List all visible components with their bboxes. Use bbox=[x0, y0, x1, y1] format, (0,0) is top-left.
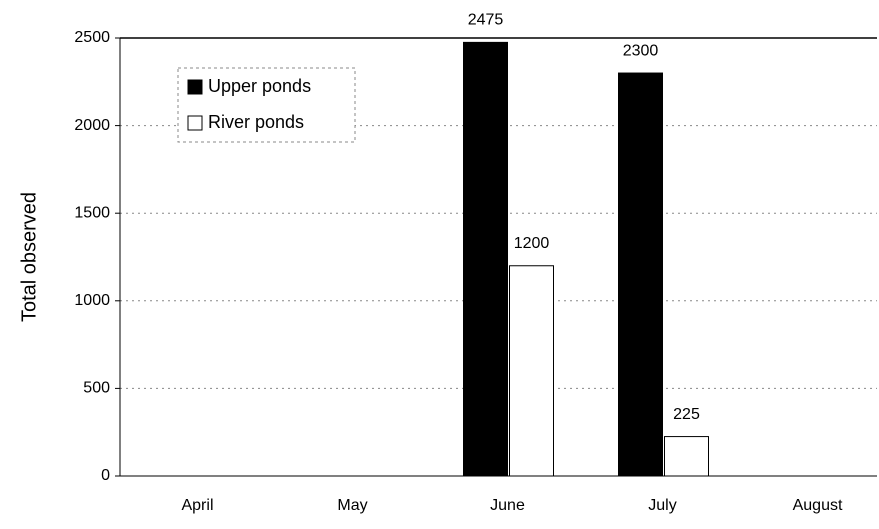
legend-swatch bbox=[187, 79, 203, 95]
x-tick-label: May bbox=[337, 497, 367, 514]
y-tick-label: 2500 bbox=[74, 29, 110, 46]
x-tick-label: July bbox=[648, 497, 676, 514]
legend-label: Upper ponds bbox=[208, 76, 311, 96]
y-tick-label: 500 bbox=[83, 380, 110, 397]
legend-swatch bbox=[187, 115, 203, 131]
y-tick-label: 1500 bbox=[74, 204, 110, 221]
x-tick-label: June bbox=[490, 497, 525, 514]
y-tick-label: 1000 bbox=[74, 292, 110, 309]
legend-box bbox=[177, 67, 356, 143]
data-label: 1200 bbox=[514, 235, 550, 252]
bar bbox=[509, 265, 554, 477]
legend-label: River ponds bbox=[208, 112, 304, 132]
x-tick-label: August bbox=[793, 497, 843, 514]
y-axis-label: Total observed bbox=[18, 192, 40, 322]
data-label: 2300 bbox=[623, 42, 659, 59]
bar bbox=[618, 72, 663, 477]
data-label: 225 bbox=[673, 406, 700, 423]
x-tick-label: April bbox=[181, 497, 213, 514]
y-tick-label: 0 bbox=[101, 467, 110, 484]
y-tick-label: 2000 bbox=[74, 117, 110, 134]
data-label: 2475 bbox=[468, 12, 504, 29]
bar bbox=[463, 41, 508, 477]
bar bbox=[664, 436, 709, 477]
